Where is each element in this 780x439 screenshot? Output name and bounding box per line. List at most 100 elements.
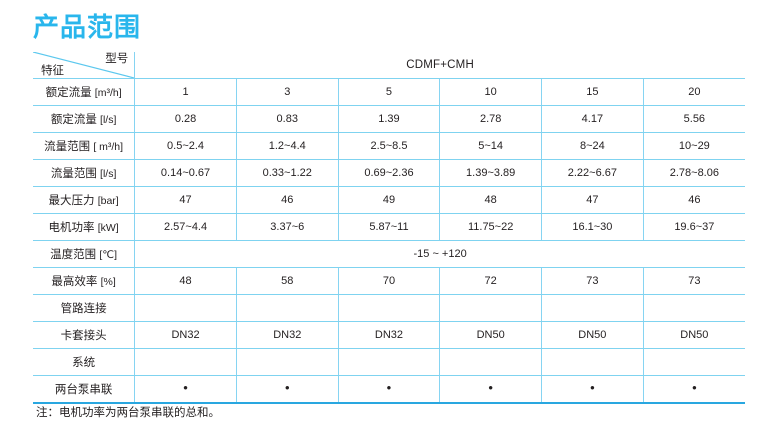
empty-cell xyxy=(236,294,339,322)
data-cell: 48 xyxy=(439,186,543,214)
data-cell: DN50 xyxy=(643,321,745,349)
table-row: 流量范围 [l/s] 0.14~0.67 0.33~1.22 0.69~2.36 1.3… xyxy=(33,159,745,187)
data-cell: 8~24 xyxy=(541,132,644,160)
empty-cell xyxy=(338,294,441,322)
row-label-unit: [bar] xyxy=(97,195,119,207)
table-row: 额定流量 [l/s] 0.28 0.83 1.39 2.78 4.17 5.56 xyxy=(33,105,745,133)
feature-axis-label: 特征 xyxy=(41,65,64,77)
row-label-text: 额定流量 xyxy=(45,87,95,99)
empty-cell xyxy=(541,294,644,322)
data-cell: 70 xyxy=(338,267,441,295)
row-label-unit: [ m³/h] xyxy=(93,141,124,153)
data-cell: 2.5~8.5 xyxy=(338,132,441,160)
row-label-unit: [kW] xyxy=(97,222,119,234)
row-label-unit: [%] xyxy=(100,276,116,288)
row-label-text: 流量范围 xyxy=(50,168,101,180)
data-cell: 0.5~2.4 xyxy=(134,132,237,160)
page-title: 产品范围 xyxy=(33,12,142,42)
data-cell: 0.83 xyxy=(236,105,339,133)
row-label-unit: [m³/h] xyxy=(94,87,122,99)
data-cell: 1 xyxy=(134,78,237,106)
row-label-text: 温度范围 xyxy=(50,249,100,261)
data-cell: • xyxy=(643,375,745,404)
data-cell: DN50 xyxy=(439,321,543,349)
data-cell: • xyxy=(134,375,237,404)
footnote: 注：电机功率为两台泵串联的总和。 xyxy=(36,407,220,419)
row-label-unit: [℃] xyxy=(99,249,118,261)
data-cell: 73 xyxy=(643,267,745,295)
bullet-dot-icon: • xyxy=(284,380,290,395)
empty-cell xyxy=(338,348,441,376)
data-cell: 5~14 xyxy=(439,132,543,160)
diagonal-divider-icon xyxy=(33,52,135,78)
data-cell: 46 xyxy=(643,186,745,214)
data-cell: • xyxy=(439,375,543,404)
table-row: 电机功率 [kW] 2.57~4.4 3.37~6 5.87~11 11.75~22 16… xyxy=(33,213,745,241)
data-cell: 48 xyxy=(134,267,237,295)
table-row: 系统 xyxy=(33,348,745,376)
data-cell: 1.39~3.89 xyxy=(439,159,543,187)
table-row: 两台泵串联 • • • • • • xyxy=(33,375,745,404)
data-cell: 19.6~37 xyxy=(643,213,745,241)
empty-cell xyxy=(134,348,237,376)
data-cell: 47 xyxy=(134,186,237,214)
row-label-text: 电机功率 xyxy=(48,222,98,234)
row-label-unit: [l/s] xyxy=(100,168,117,180)
row-label: 卡套接头 xyxy=(33,321,136,349)
table-header-row: 型号 特征 CDMF+CMH xyxy=(33,52,745,79)
row-label-unit: [l/s] xyxy=(100,114,117,126)
specification-table: 型号 特征 CDMF+CMH 额定流量 [m³/h] 1 3 5 10 15 20 额定流量 … xyxy=(33,52,745,404)
data-cell: 49 xyxy=(338,186,441,214)
data-cell: 5 xyxy=(338,78,441,106)
empty-cell xyxy=(439,294,543,322)
data-cell: DN50 xyxy=(541,321,644,349)
data-cell: 0.28 xyxy=(134,105,237,133)
corner-header-cell: 型号 特征 xyxy=(33,52,136,79)
row-label: 最高效率 [%] xyxy=(33,267,136,295)
data-cell: 10~29 xyxy=(643,132,745,160)
data-cell: DN32 xyxy=(236,321,339,349)
bullet-dot-icon: • xyxy=(590,380,595,395)
empty-cell xyxy=(236,348,339,376)
data-cell: 16.1~30 xyxy=(541,213,644,241)
data-cell: 1.2~4.4 xyxy=(236,132,339,160)
table-row: 管路连接 xyxy=(33,294,745,322)
row-label-text: 额定流量 xyxy=(50,114,101,126)
data-cell: 58 xyxy=(236,267,339,295)
data-cell: 5.87~11 xyxy=(338,213,441,241)
data-cell: 20 xyxy=(643,78,745,106)
row-label: 最大压力 [bar] xyxy=(33,186,136,214)
empty-cell xyxy=(643,294,745,322)
empty-cell xyxy=(643,348,745,376)
data-cell: 47 xyxy=(541,186,644,214)
data-cell: 4.17 xyxy=(541,105,644,133)
data-cell: 3 xyxy=(236,78,339,106)
data-cell: 15 xyxy=(541,78,644,106)
row-label: 额定流量 [m³/h] xyxy=(33,78,136,106)
data-cell: 2.78 xyxy=(439,105,543,133)
data-cell: • xyxy=(338,375,441,404)
empty-cell xyxy=(541,348,644,376)
data-cell: 2.22~6.67 xyxy=(541,159,644,187)
data-cell: DN32 xyxy=(134,321,237,349)
data-cell: 0.69~2.36 xyxy=(338,159,441,187)
data-cell: 2.78~8.06 xyxy=(643,159,745,187)
table-row: 流量范围 [ m³/h] 0.5~2.4 1.2~4.4 2.5~8.5 5~14 8~2… xyxy=(33,132,745,160)
empty-cell xyxy=(134,294,237,322)
row-label: 管路连接 xyxy=(33,294,136,322)
table-row: 最大压力 [bar] 47 46 49 48 47 46 xyxy=(33,186,745,214)
group-header-cell: CDMF+CMH xyxy=(134,52,745,79)
data-cell: 72 xyxy=(439,267,543,295)
row-label: 流量范围 [l/s] xyxy=(33,159,136,187)
row-label-text: 最大压力 xyxy=(48,195,98,207)
table-row: 卡套接头 DN32 DN32 DN32 DN50 DN50 DN50 xyxy=(33,321,745,349)
table-row: 最高效率 [%] 48 58 70 72 73 73 xyxy=(33,267,745,295)
data-cell: 3.37~6 xyxy=(236,213,339,241)
data-cell: 0.33~1.22 xyxy=(236,159,339,187)
empty-cell xyxy=(439,348,543,376)
bullet-dot-icon: • xyxy=(386,380,392,395)
data-cell: 10 xyxy=(439,78,543,106)
data-cell: 0.14~0.67 xyxy=(134,159,237,187)
row-label: 流量范围 [ m³/h] xyxy=(33,132,136,160)
